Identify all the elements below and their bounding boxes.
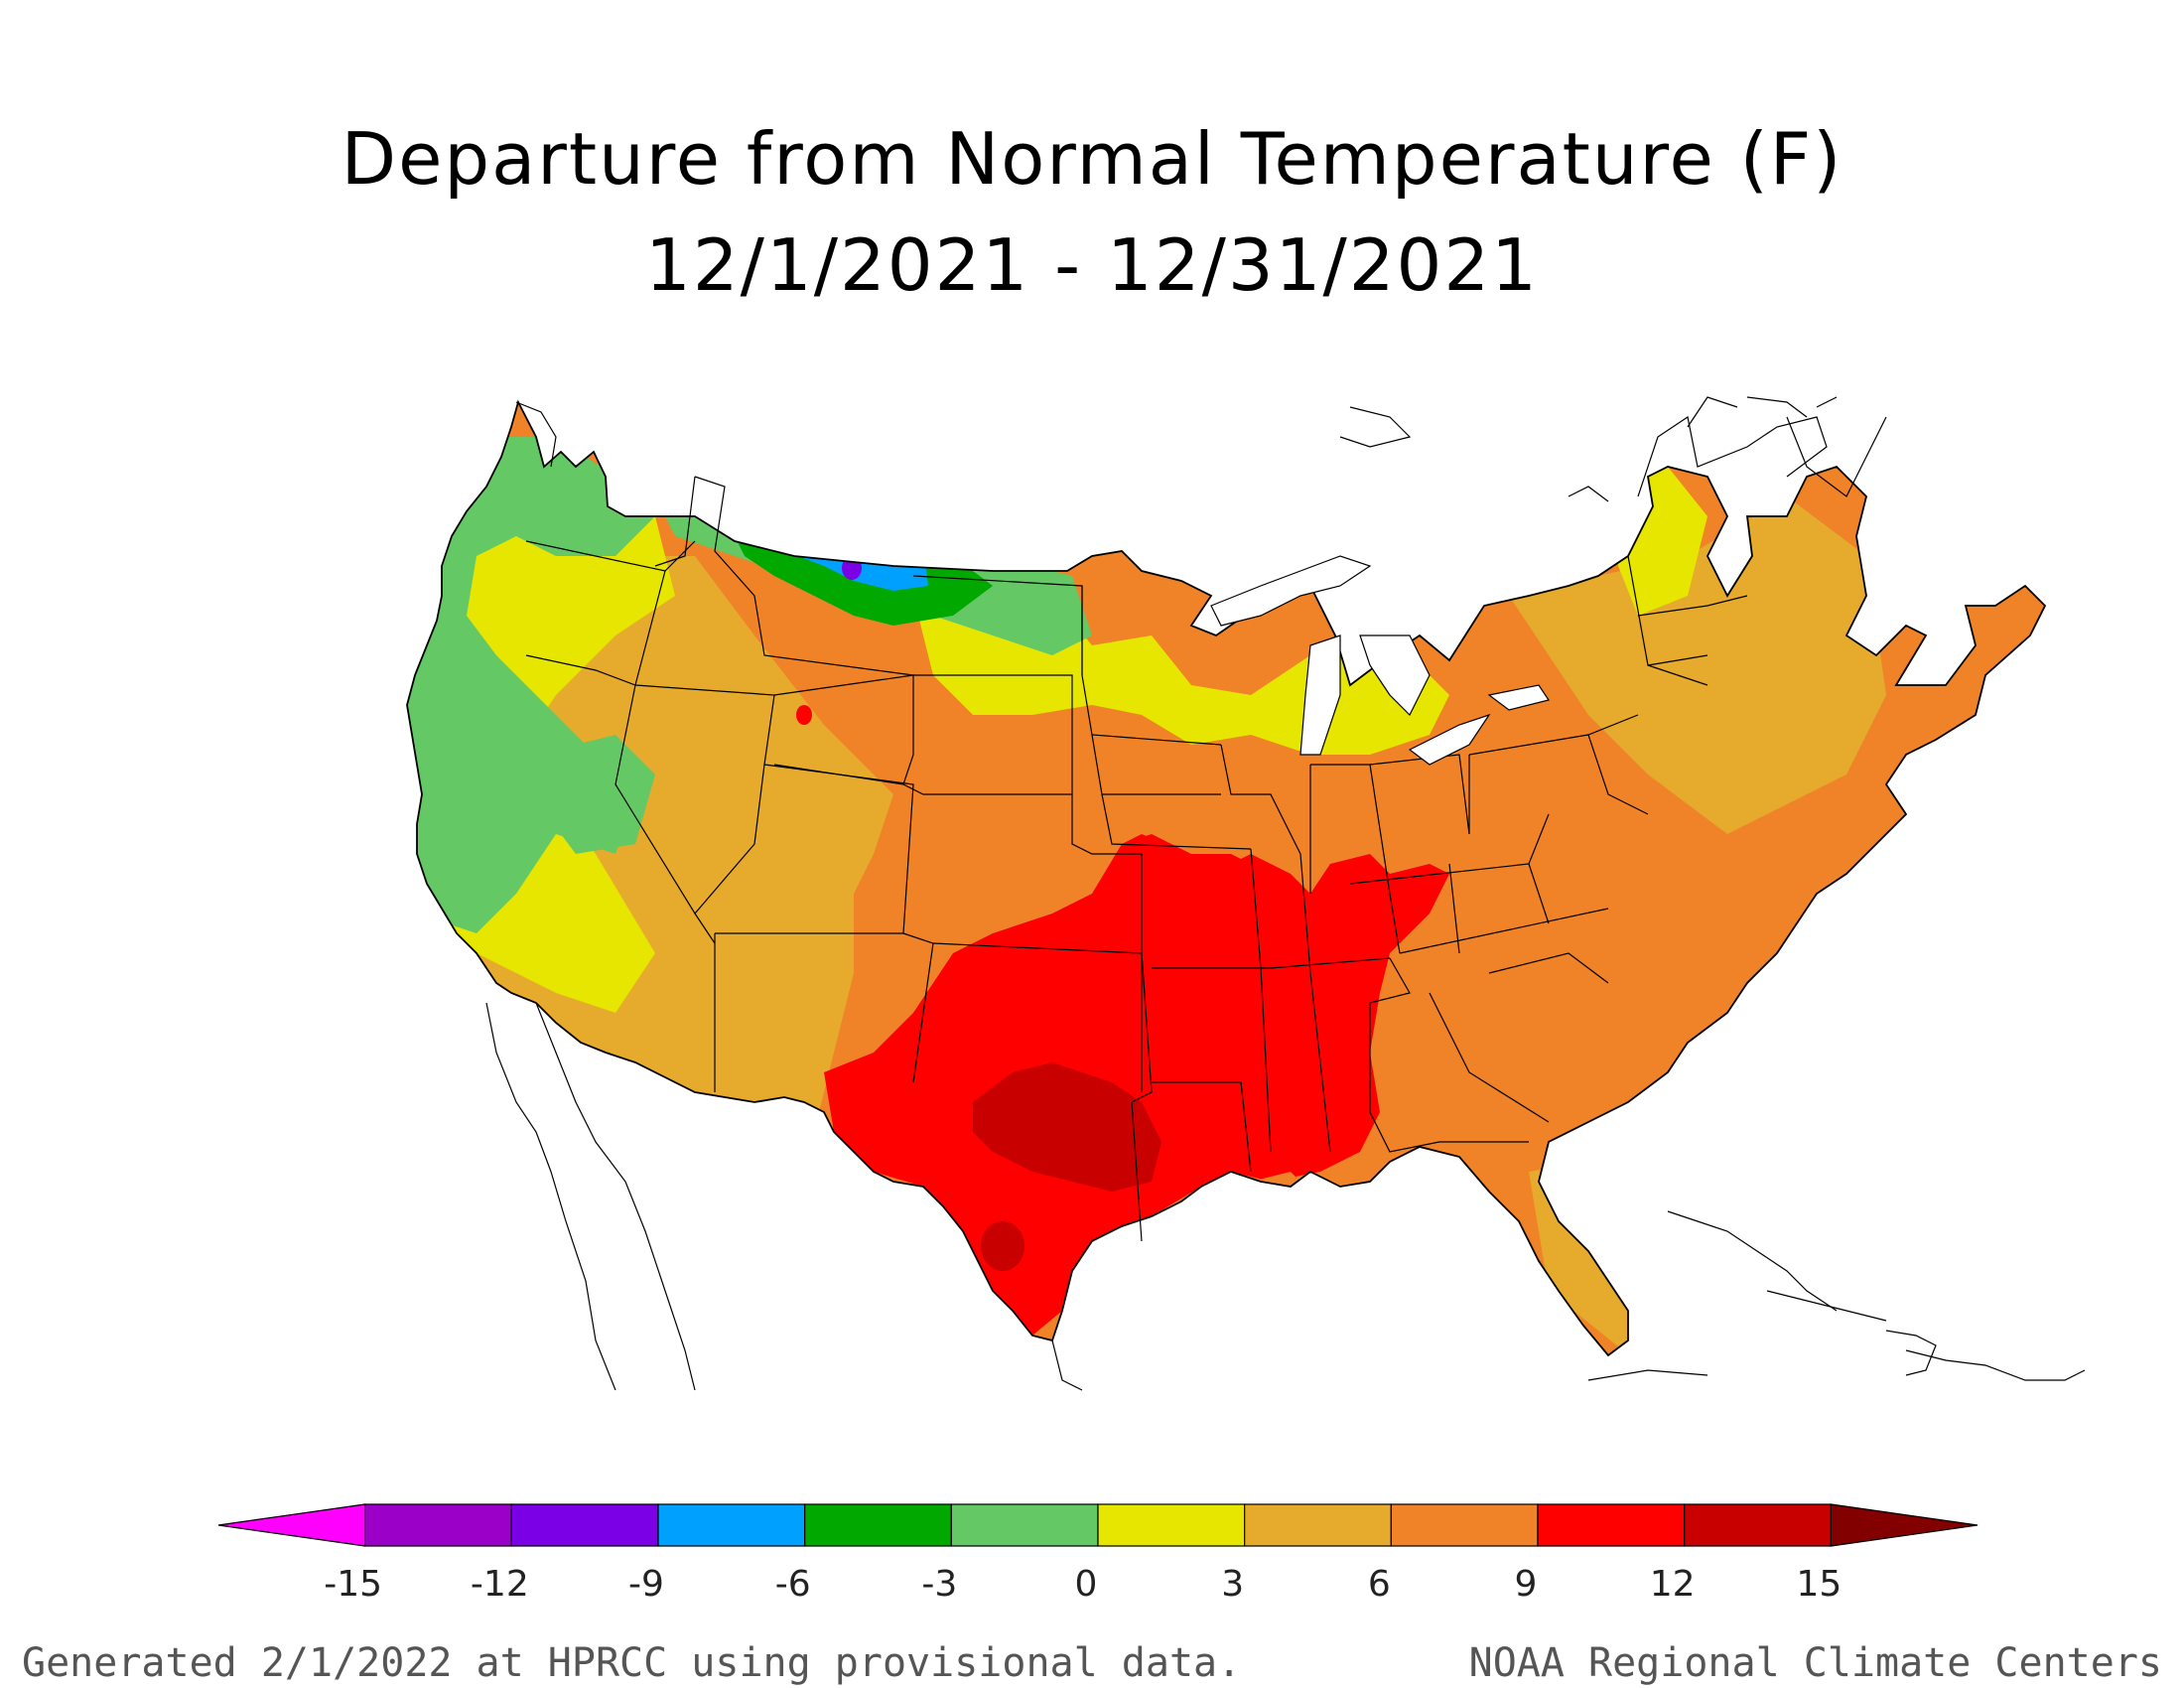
temperature-departure-map <box>406 396 2086 1391</box>
legend-tick-label: 0 <box>1075 1564 1098 1605</box>
legend-tick-label: -9 <box>628 1564 664 1605</box>
map-subtitle: 12/1/2021 - 12/31/2021 <box>645 223 1539 307</box>
field-light-orange-northeast <box>1509 496 1886 834</box>
legend-bin <box>1097 1503 1246 1547</box>
lake-ontario <box>1487 684 1550 711</box>
great-lakes <box>1210 555 1550 766</box>
lake-huron <box>1359 634 1431 717</box>
lake-erie <box>1408 713 1491 766</box>
legend-tick-label: -3 <box>921 1564 957 1605</box>
legend-bin <box>950 1503 1099 1547</box>
legend-bin <box>1830 1503 1979 1547</box>
field-red-midwest <box>1122 834 1291 894</box>
legend-bin <box>804 1503 952 1547</box>
legend-ticks: -15 -12 -9 -6 -3 0 3 6 9 12 15 <box>324 1564 1842 1605</box>
state-boundaries <box>525 476 1748 1242</box>
lake-superior <box>1210 555 1372 627</box>
legend-bin <box>510 1503 659 1547</box>
field-dark-red-spot <box>981 1221 1024 1271</box>
legend-bin <box>217 1503 366 1547</box>
legend-bin <box>1390 1503 1539 1547</box>
legend-tick-label: -15 <box>324 1564 382 1605</box>
footer-source: NOAA Regional Climate Centers <box>1468 1640 2162 1686</box>
legend-tick-label: -12 <box>471 1564 529 1605</box>
lake-michigan <box>1299 634 1341 756</box>
footer-generated-note: Generated 2/1/2022 at HPRCC using provis… <box>22 1640 1242 1686</box>
legend-tick-label: 9 <box>1515 1564 1538 1605</box>
legend-bin <box>657 1503 806 1547</box>
legend-tick-label: 15 <box>1796 1564 1842 1605</box>
neighbor-coastlines <box>485 396 2086 1391</box>
legend-tick-label: 3 <box>1221 1564 1244 1605</box>
legend-bins <box>217 1503 1979 1547</box>
field-cool-green-nevada <box>536 735 655 854</box>
map-title: Departure from Normal Temperature (F) <box>341 117 1843 201</box>
field-red-south <box>824 834 1449 1336</box>
legend-bin <box>1537 1503 1686 1547</box>
field-red-spot-wyoming <box>796 705 812 725</box>
legend-tick-label: -6 <box>775 1564 811 1605</box>
legend-bin <box>1244 1503 1392 1547</box>
legend-tick-label: 12 <box>1650 1564 1696 1605</box>
legend-bin <box>1684 1503 1832 1547</box>
field-dark-red-texas <box>973 1062 1161 1192</box>
legend-bin <box>364 1503 512 1547</box>
legend-tick-label: 6 <box>1368 1564 1391 1605</box>
